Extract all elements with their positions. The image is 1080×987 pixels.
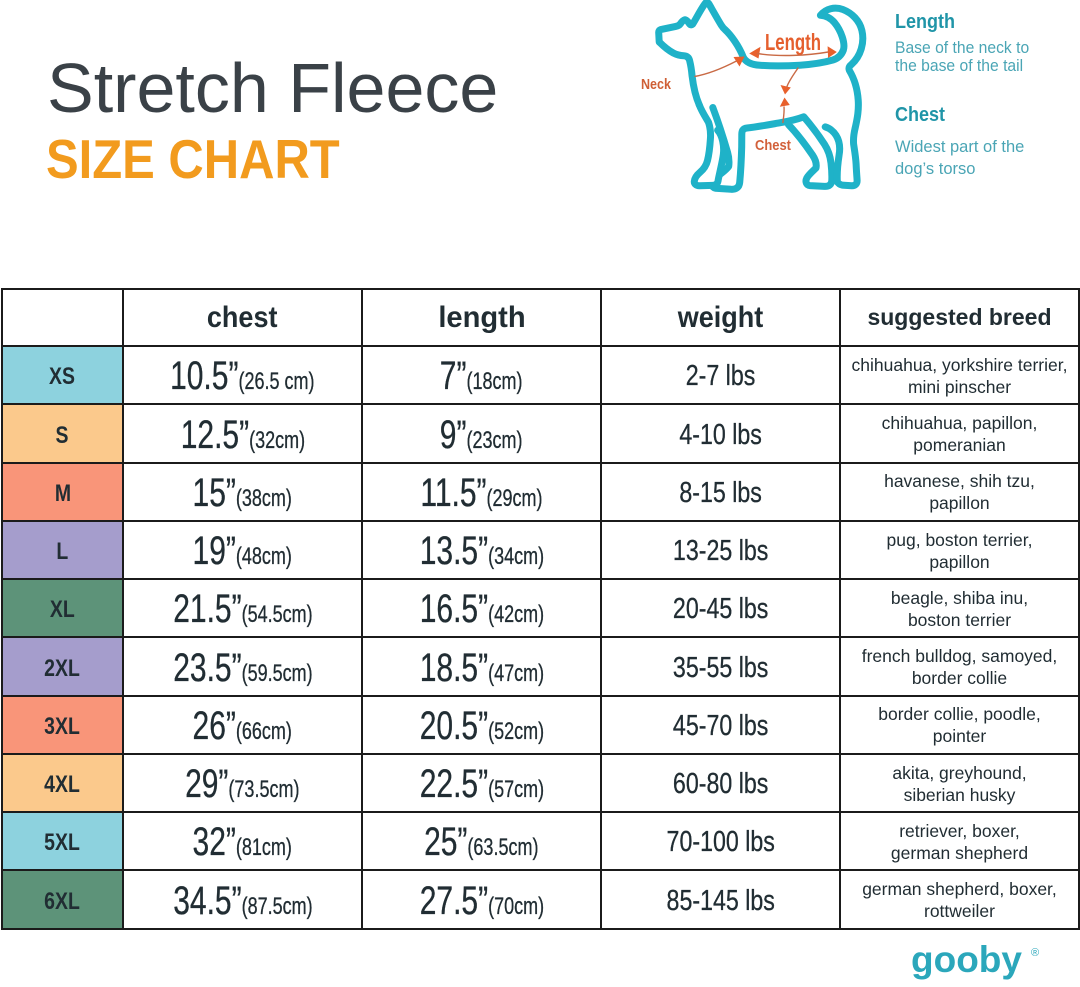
svg-text:Chest: Chest [755,138,791,154]
svg-text:Neck: Neck [641,77,672,93]
svg-text:Length: Length [765,29,821,55]
